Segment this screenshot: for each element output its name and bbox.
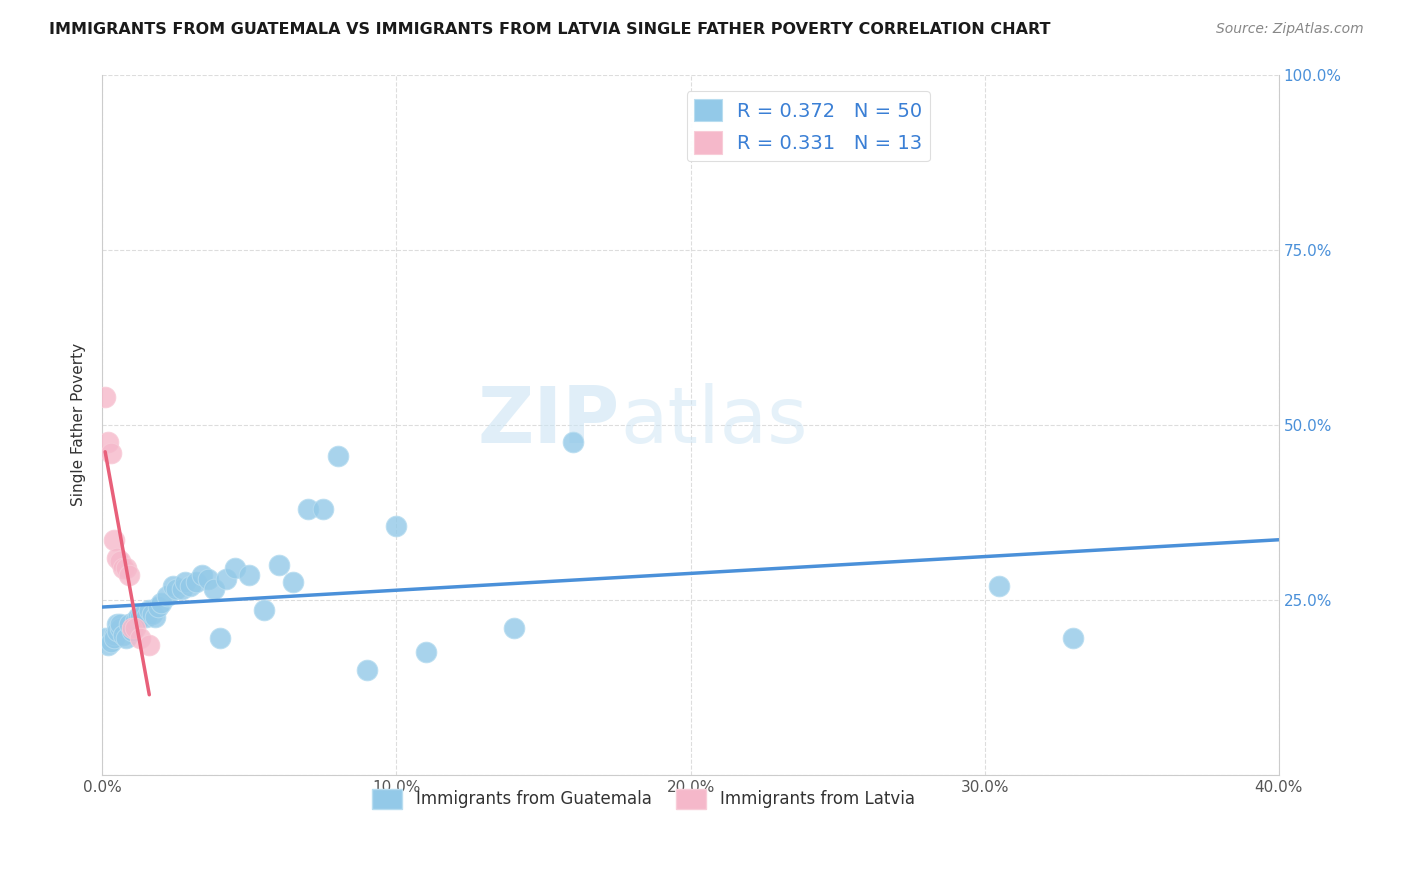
Point (118, 617, 141, 632)
Point (103, 533, 125, 548)
Y-axis label: Single Father Poverty: Single Father Poverty (72, 343, 86, 507)
Point (224, 561, 246, 575)
Point (111, 628, 134, 642)
Point (118, 568, 141, 582)
Point (179, 579, 201, 593)
Point (988, 579, 1011, 593)
Text: IMMIGRANTS FROM GUATEMALA VS IMMIGRANTS FROM LATVIA SINGLE FATHER POVERTY CORREL: IMMIGRANTS FROM GUATEMALA VS IMMIGRANTS … (49, 22, 1050, 37)
Point (202, 582, 225, 597)
Point (108, 617, 131, 632)
Point (114, 561, 136, 575)
Point (138, 603, 160, 617)
Point (162, 579, 184, 593)
Point (121, 621, 143, 635)
Text: atlas: atlas (620, 384, 807, 459)
Point (132, 607, 155, 621)
Point (141, 607, 163, 621)
Point (283, 575, 305, 590)
Point (165, 582, 187, 597)
Point (191, 568, 214, 582)
Point (124, 614, 146, 628)
Point (129, 610, 152, 624)
Point (146, 599, 169, 614)
Point (100, 445, 122, 459)
Point (238, 568, 260, 582)
Point (103, 632, 125, 646)
Point (94, 632, 117, 646)
Point (156, 589, 179, 603)
Point (1062, 632, 1084, 646)
Point (138, 638, 160, 652)
Point (170, 582, 193, 597)
Point (129, 632, 152, 646)
Point (150, 596, 173, 610)
Point (208, 632, 231, 646)
Point (267, 558, 290, 572)
Point (105, 550, 128, 565)
Point (135, 610, 157, 624)
Point (105, 617, 128, 632)
Point (111, 561, 134, 575)
Point (503, 621, 526, 635)
Point (103, 628, 125, 642)
Point (312, 501, 335, 516)
Point (100, 634, 122, 648)
Point (114, 632, 136, 646)
Point (173, 575, 195, 590)
Point (186, 575, 208, 590)
Point (97, 435, 120, 450)
Point (253, 603, 276, 617)
Text: ZIP: ZIP (478, 384, 620, 459)
Legend: Immigrants from Guatemala, Immigrants from Latvia: Immigrants from Guatemala, Immigrants fr… (366, 781, 921, 815)
Point (356, 663, 378, 677)
Point (415, 645, 437, 659)
Text: Source: ZipAtlas.com: Source: ZipAtlas.com (1216, 22, 1364, 37)
Point (121, 624, 143, 639)
Point (385, 519, 408, 533)
Point (94, 390, 117, 404)
Point (108, 554, 131, 568)
Point (215, 572, 238, 586)
Point (197, 572, 219, 586)
Point (297, 501, 319, 516)
Point (561, 435, 583, 450)
Point (108, 621, 131, 635)
Point (127, 610, 149, 624)
Point (143, 610, 166, 624)
Point (326, 449, 349, 463)
Point (124, 621, 146, 635)
Point (97, 638, 120, 652)
Point (105, 624, 128, 639)
